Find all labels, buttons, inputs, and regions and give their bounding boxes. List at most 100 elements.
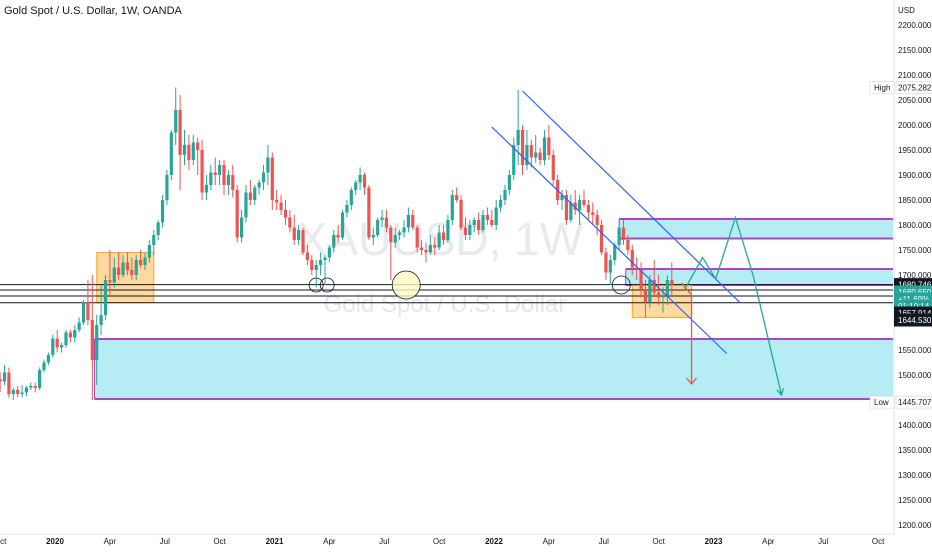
y-tick-label: 1750.000 [898, 246, 932, 255]
candle-body-33 [143, 257, 147, 265]
candle-body-97 [424, 250, 428, 253]
candle-body-32 [139, 260, 143, 265]
candle-body-13 [55, 338, 59, 348]
y-tick-label: 1300.000 [898, 471, 932, 480]
candle-body-85 [371, 235, 375, 238]
candle-body-126 [551, 155, 555, 180]
y-axis-currency: USD [898, 6, 915, 15]
candle-body-24 [103, 280, 108, 315]
x-tick-label: Apr [323, 537, 336, 546]
candle-body-152 [665, 280, 670, 295]
candle-body-81 [354, 182, 358, 190]
candle-body-37 [160, 200, 165, 223]
candle-body-39 [169, 132, 173, 175]
x-tick-label: Oct [433, 537, 446, 546]
candle-body-54 [235, 190, 239, 238]
price-value-box-high [895, 81, 932, 94]
candle-body-106 [463, 227, 468, 235]
candle-body-77 [336, 235, 340, 238]
candle-body-22 [95, 325, 99, 360]
candle-body-28 [121, 262, 125, 275]
candle-body-141 [617, 227, 621, 245]
candle-body-47 [204, 185, 209, 193]
x-tick-label: 2022 [485, 537, 503, 546]
y-tick-label: 1700.000 [898, 271, 932, 280]
candle-body-105 [459, 200, 463, 228]
y-tick-label: 2150.000 [898, 46, 932, 55]
drop-arrowhead [686, 377, 698, 386]
y-tick-label: 1400.000 [898, 421, 932, 430]
candle-body-84 [367, 187, 371, 238]
candle-body-2 [7, 372, 11, 394]
x-tick-label: Apr [104, 537, 117, 546]
candle-body-122 [534, 152, 538, 158]
candle-body-69 [301, 230, 305, 253]
y-tick-label: 1800.000 [898, 221, 932, 230]
candle-body-144 [630, 250, 634, 268]
candle-body-0 [0, 379, 2, 382]
candle-body-48 [209, 172, 213, 185]
price-value-high: 2075.282 [898, 83, 932, 92]
candle-body-104 [455, 195, 459, 200]
candle-body-5 [20, 392, 24, 394]
candle-body-29 [125, 262, 130, 270]
pivot-circle-1 [308, 277, 324, 293]
candle-body-11 [46, 355, 51, 363]
candle-body-129 [564, 195, 569, 220]
candle-body-130 [569, 202, 573, 220]
candle-body-44 [191, 142, 195, 160]
candle-body-137 [599, 225, 604, 253]
candle-body-71 [310, 260, 314, 270]
x-tick-label: Jul [599, 537, 609, 546]
candle-body-80 [349, 190, 353, 205]
candle-body-142 [621, 227, 626, 240]
candle-body-132 [578, 200, 582, 210]
price-axis-tag: 1680.746 [898, 281, 932, 290]
candle-body-56 [244, 192, 248, 218]
x-tick-label: Jul [818, 537, 828, 546]
candle-body-40 [174, 110, 178, 133]
y-tick-label: 1350.000 [898, 446, 932, 455]
candle-body-36 [156, 222, 160, 235]
x-tick-label: Oct [213, 537, 226, 546]
price-value-box-low [895, 395, 932, 409]
candle-body-72 [314, 265, 318, 270]
candle-body-102 [446, 220, 450, 240]
candle-body-61 [266, 157, 270, 173]
upper-resistance-zone [619, 219, 893, 239]
candle-body-17 [73, 330, 77, 338]
candle-body-52 [226, 175, 231, 185]
candle-body-73 [318, 260, 323, 265]
candle-body-12 [51, 338, 55, 355]
candle-body-87 [380, 217, 384, 220]
candle-body-8 [33, 386, 37, 388]
candle-body-108 [472, 220, 476, 225]
y-tick-label: 1950.000 [898, 146, 932, 155]
candle-body-35 [152, 235, 156, 245]
candle-body-79 [345, 205, 349, 213]
candle-body-114 [498, 200, 503, 208]
candle-body-116 [507, 175, 511, 190]
candle-body-151 [661, 295, 665, 298]
candle-body-128 [560, 195, 564, 200]
y-tick-label: 1900.000 [898, 171, 932, 180]
candle-body-82 [358, 175, 362, 183]
candle-body-110 [481, 215, 485, 230]
price-axis-tag: 1644.530 [898, 316, 932, 325]
y-tick-label: 1200.000 [898, 521, 932, 530]
price-axis-tag-box [894, 313, 932, 327]
price-tag-text-high: High [874, 83, 890, 92]
price-tag-low [869, 395, 895, 409]
watermark-name: Gold Spot / U.S. Dollar [324, 291, 567, 318]
x-tick-label: 2021 [266, 537, 284, 546]
candle-body-10 [42, 362, 46, 370]
candle-body-135 [591, 212, 595, 215]
candle-body-120 [525, 145, 529, 165]
candle-body-93 [406, 215, 410, 228]
y-tick-label: 1250.000 [898, 496, 932, 505]
candle-body-101 [441, 232, 446, 240]
pivot-circle-4 [611, 275, 631, 295]
candle-body-3 [11, 390, 15, 394]
